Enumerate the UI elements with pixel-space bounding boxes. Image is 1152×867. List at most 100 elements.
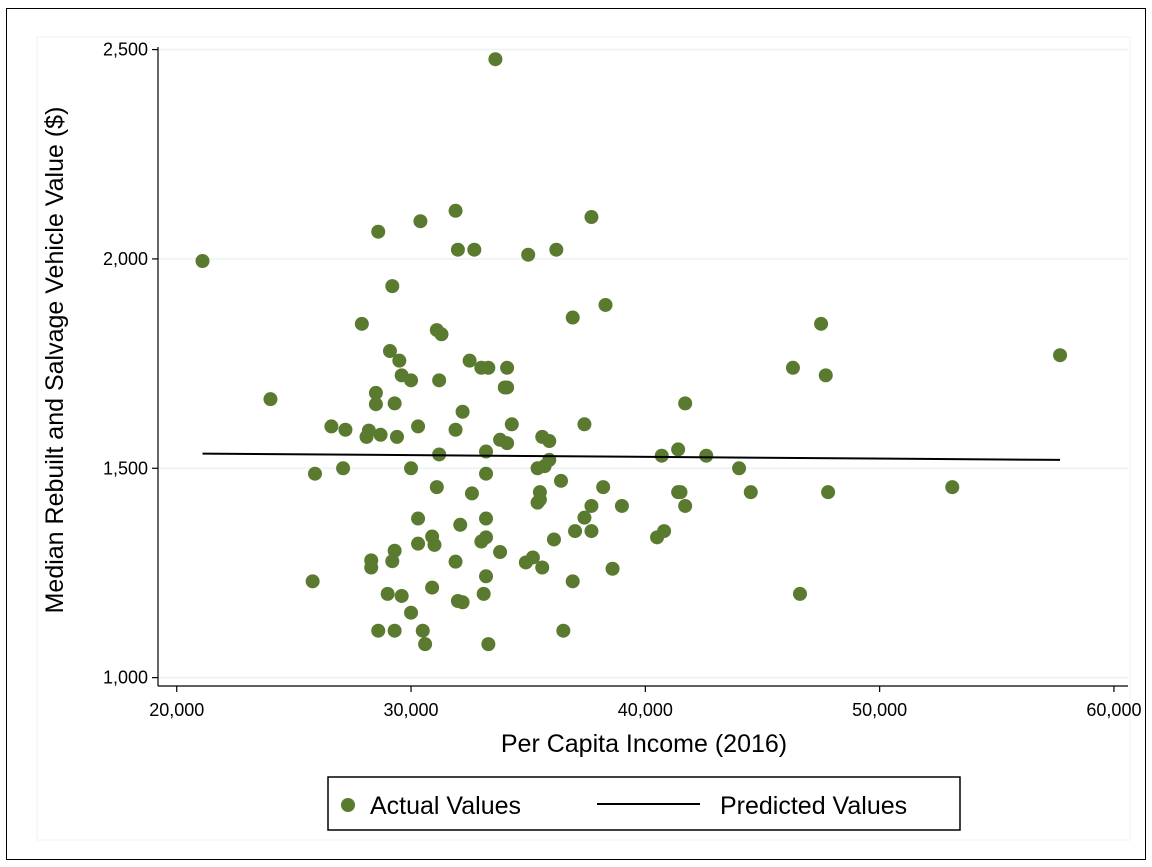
data-point <box>411 536 426 551</box>
data-point <box>389 429 404 444</box>
data-point <box>448 422 463 437</box>
legend-actual-marker <box>341 798 355 812</box>
data-point <box>614 498 629 513</box>
data-point <box>678 396 693 411</box>
data-point <box>434 327 449 342</box>
data-point <box>387 543 402 558</box>
data-point <box>368 385 383 400</box>
legend-predicted-label: Predicted Values <box>720 792 907 820</box>
data-point <box>361 423 376 438</box>
data-point <box>535 560 550 575</box>
data-point <box>504 417 519 432</box>
data-point <box>785 360 800 375</box>
data-point <box>525 550 540 565</box>
data-point <box>488 52 503 67</box>
predicted-line <box>202 452 1061 461</box>
x-axis-title: Per Capita Income (2016) <box>501 730 787 758</box>
y-tick-label: 2,500 <box>103 40 148 60</box>
data-point <box>387 396 402 411</box>
data-point <box>792 586 807 601</box>
data-point <box>542 452 557 467</box>
data-point <box>336 461 351 476</box>
x-tick-label: 60,000 <box>1086 700 1141 720</box>
data-point <box>448 554 463 569</box>
data-point <box>521 247 536 262</box>
data-point <box>429 480 444 495</box>
y-axis-title: Median Rebuilt and Salvage Vehicle Value… <box>41 107 69 614</box>
data-point <box>387 623 402 638</box>
data-point <box>556 623 571 638</box>
data-point <box>467 242 482 257</box>
data-point <box>598 297 613 312</box>
data-point <box>1053 348 1068 363</box>
data-point <box>568 524 583 539</box>
data-point <box>476 586 491 601</box>
data-point <box>565 574 580 589</box>
data-point <box>814 316 829 331</box>
data-point <box>553 473 568 488</box>
data-point <box>324 419 339 434</box>
x-tick-label: 20,000 <box>149 700 204 720</box>
x-axis-ticks: 20,000 30,000 40,000 50,000 60,000 <box>149 686 1141 720</box>
data-point <box>500 380 515 395</box>
data-point <box>549 242 564 257</box>
data-point <box>305 574 320 589</box>
data-point <box>427 537 442 552</box>
data-point <box>394 588 409 603</box>
data-point <box>577 417 592 432</box>
data-point <box>450 242 465 257</box>
data-point <box>743 485 758 500</box>
data-point <box>415 623 430 638</box>
data-point <box>418 637 433 652</box>
x-tick-label: 30,000 <box>384 700 439 720</box>
data-point <box>732 461 747 476</box>
gridlines <box>158 48 1128 679</box>
data-point <box>364 553 379 568</box>
data-point <box>500 436 515 451</box>
data-point <box>673 485 688 500</box>
data-point <box>479 530 494 545</box>
data-point <box>453 517 468 532</box>
data-point <box>411 511 426 526</box>
data-point <box>392 353 407 368</box>
data-point <box>380 586 395 601</box>
data-point <box>448 203 463 218</box>
data-point <box>481 637 496 652</box>
data-point <box>821 485 836 500</box>
data-point <box>263 392 278 407</box>
data-point <box>455 404 470 419</box>
legend: Actual Values Predicted Values <box>327 776 961 831</box>
data-point <box>195 254 210 269</box>
legend-actual-label: Actual Values <box>370 792 521 820</box>
data-point <box>411 419 426 434</box>
data-point <box>481 360 496 375</box>
y-tick-label: 1,000 <box>103 668 148 688</box>
data-point <box>432 373 447 388</box>
data-point <box>385 279 400 294</box>
data-point <box>546 532 561 547</box>
data-point <box>373 427 388 442</box>
data-point <box>404 373 419 388</box>
data-point <box>455 595 470 610</box>
data-point <box>338 422 353 437</box>
data-point <box>584 498 599 513</box>
data-point <box>479 569 494 584</box>
data-point <box>425 580 440 595</box>
data-point <box>532 485 547 500</box>
data-point <box>818 368 833 383</box>
data-point <box>657 524 672 539</box>
data-point <box>479 466 494 481</box>
data-point <box>678 498 693 513</box>
data-point <box>605 561 620 576</box>
data-point <box>671 442 686 457</box>
data-point <box>584 210 599 225</box>
data-point <box>354 316 369 331</box>
data-point <box>413 214 428 229</box>
data-point <box>404 605 419 620</box>
data-point <box>368 397 383 412</box>
scatter-points <box>195 52 1068 652</box>
data-point <box>462 353 477 368</box>
data-point <box>493 545 508 560</box>
y-tick-label: 1,500 <box>103 458 148 478</box>
